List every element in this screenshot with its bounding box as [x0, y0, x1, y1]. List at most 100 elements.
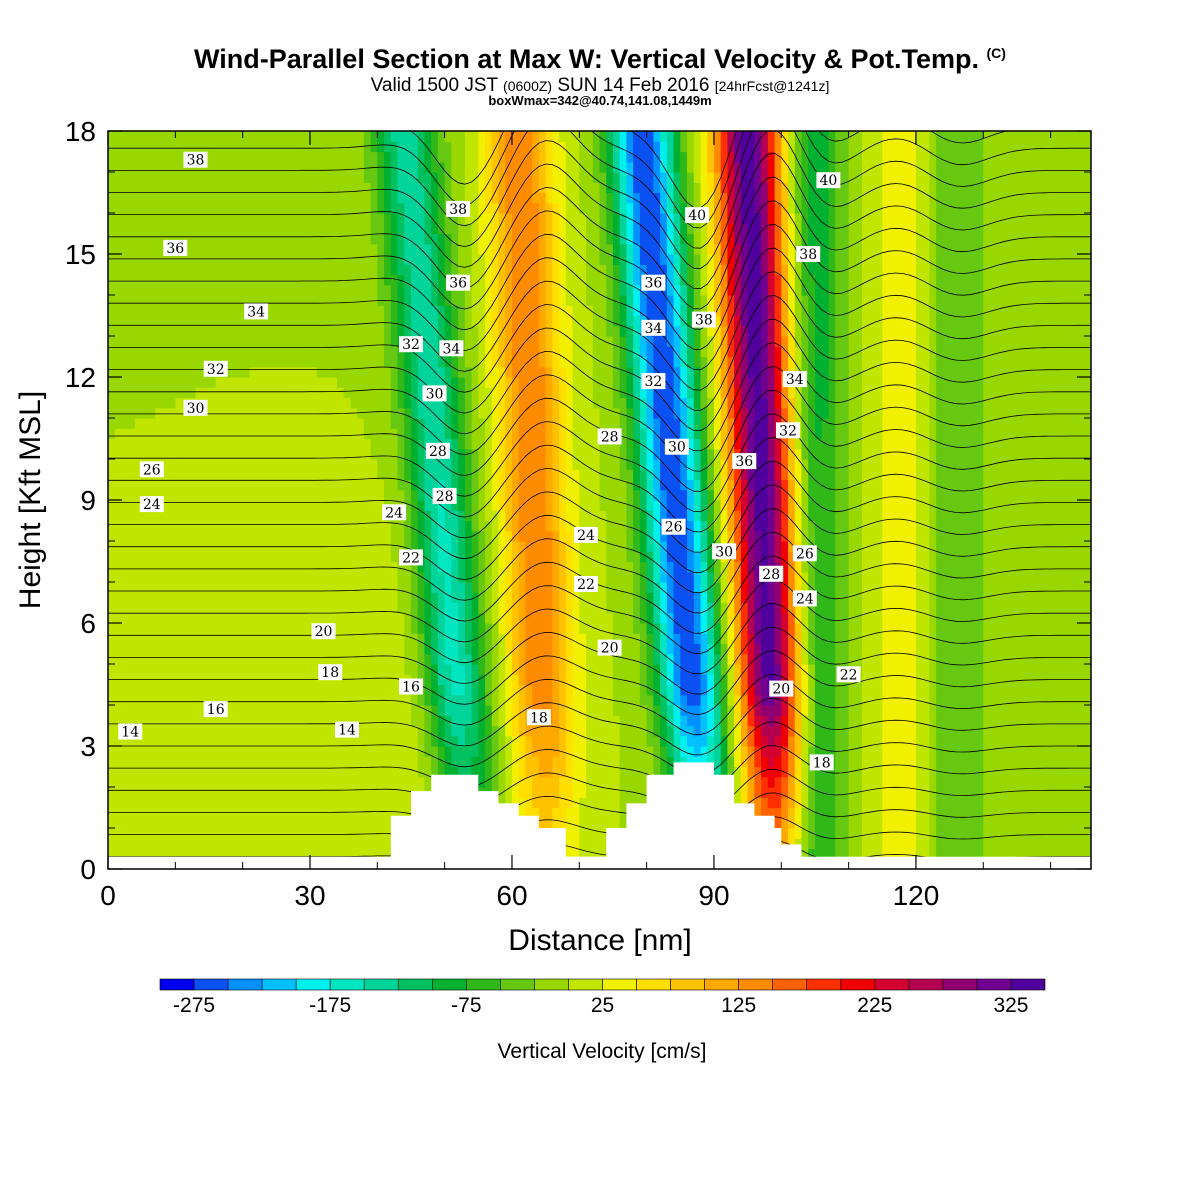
contour-label: 26 [139, 461, 164, 478]
velocity-cell [767, 182, 776, 194]
velocity-cell [410, 438, 419, 450]
velocity-cell [639, 664, 648, 675]
velocity-cell [983, 182, 1091, 194]
velocity-cell [572, 356, 594, 368]
velocity-cell [882, 397, 917, 409]
velocity-cell [586, 223, 601, 235]
velocity-cell [801, 131, 809, 142]
velocity-cell [781, 479, 789, 491]
velocity-cell [410, 264, 432, 276]
velocity-cell [781, 223, 789, 235]
velocity-cell [572, 377, 594, 388]
velocity-cell [774, 592, 782, 604]
contour-label-text: 30 [187, 401, 205, 417]
velocity-cell [397, 213, 405, 224]
velocity-cell [848, 377, 863, 388]
velocity-cell [458, 459, 466, 470]
velocity-cell [545, 213, 553, 224]
velocity-cell [788, 653, 796, 665]
velocity-cell [431, 582, 446, 593]
velocity-cell [693, 602, 702, 614]
velocity-cell [565, 418, 574, 429]
velocity-cell [848, 602, 863, 614]
colorbar-segment [329, 978, 365, 991]
velocity-cell [498, 438, 506, 450]
velocity-cell [700, 325, 708, 337]
velocity-cell [464, 479, 473, 491]
velocity-cell [431, 243, 439, 255]
velocity-cell [761, 131, 769, 142]
velocity-cell [794, 356, 803, 368]
velocity-cell [114, 428, 365, 440]
velocity-cell [666, 325, 675, 337]
velocity-cell [734, 664, 742, 675]
velocity-cell [687, 295, 695, 306]
velocity-cell [599, 469, 621, 481]
isentrope-line [108, 131, 1091, 229]
velocity-cell [471, 243, 479, 255]
velocity-cell [983, 366, 1091, 378]
velocity-cell [653, 643, 661, 655]
velocity-cell [390, 407, 405, 419]
velocity-cell [788, 254, 796, 265]
velocity-cell [633, 182, 654, 194]
velocity-cell [370, 192, 378, 204]
velocity-cell [108, 141, 365, 153]
velocity-cell [720, 172, 729, 183]
velocity-cell [848, 305, 863, 317]
velocity-cell [788, 705, 796, 716]
velocity-cell [882, 459, 917, 470]
velocity-cell [464, 674, 473, 686]
velocity-cell [862, 428, 883, 440]
velocity-cell [727, 664, 735, 675]
velocity-cell [586, 664, 614, 675]
velocity-cell [559, 623, 567, 634]
velocity-cell [491, 520, 500, 532]
velocity-cell [572, 735, 587, 747]
velocity-cell [862, 202, 883, 214]
velocity-cell [525, 561, 553, 573]
velocity-cell [666, 684, 675, 696]
velocity-cell [639, 213, 661, 224]
velocity-cell [404, 274, 412, 286]
velocity-cell [936, 817, 984, 829]
velocity-cell [862, 213, 883, 224]
velocity-cell [983, 448, 1091, 460]
colorbar-segment [295, 978, 331, 991]
velocity-cell [565, 828, 580, 839]
velocity-cell [606, 264, 614, 276]
velocity-cell [814, 305, 830, 317]
velocity-cell [774, 551, 782, 563]
velocity-cell [505, 182, 533, 194]
velocity-cell [693, 500, 702, 511]
velocity-cell [626, 141, 634, 153]
velocity-cell [774, 489, 782, 501]
velocity-cell [417, 346, 439, 358]
velocity-cell [687, 715, 702, 727]
velocity-cell [498, 643, 506, 655]
velocity-cell [646, 438, 654, 450]
velocity-cell [417, 653, 426, 665]
velocity-cell [505, 541, 513, 552]
velocity-cell [565, 254, 587, 265]
velocity-cell [801, 715, 809, 727]
velocity-cell [707, 223, 715, 235]
velocity-cell [774, 202, 782, 214]
velocity-cell [687, 489, 695, 501]
velocity-cell [485, 602, 493, 614]
velocity-cell [727, 500, 735, 511]
velocity-cell [612, 182, 621, 194]
velocity-cell [538, 161, 547, 173]
velocity-cell [727, 715, 735, 727]
velocity-cell [720, 305, 729, 317]
velocity-cell [451, 459, 459, 470]
velocity-cell [545, 131, 553, 142]
velocity-cell [660, 684, 668, 696]
velocity-cell [808, 264, 830, 276]
velocity-cell [444, 520, 459, 532]
velocity-cell [666, 264, 675, 276]
velocity-cell [882, 336, 917, 347]
velocity-cell [713, 725, 722, 737]
velocity-cell [801, 223, 809, 235]
